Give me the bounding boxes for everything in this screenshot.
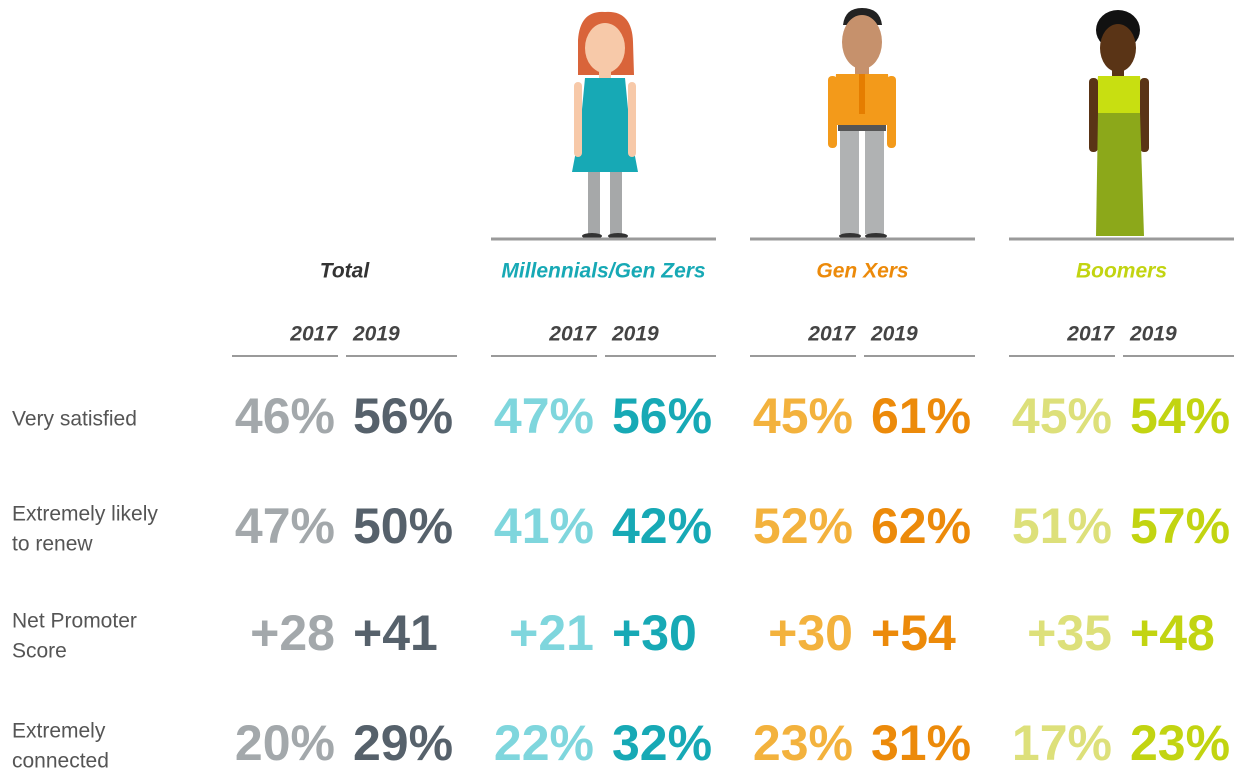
value-2017: 41%	[494, 498, 594, 554]
value-2017: +28	[250, 605, 335, 661]
row-label: Extremely likely	[12, 503, 158, 526]
figure-boomer	[1089, 10, 1149, 236]
value-2017: +35	[1027, 605, 1112, 661]
value-2019: 56%	[612, 388, 712, 444]
year-label: 2017	[289, 323, 338, 346]
value-2019: 29%	[353, 715, 453, 771]
value-2019: 42%	[612, 498, 712, 554]
value-2019: +30	[612, 605, 697, 661]
group-name: Millennials/Gen Zers	[501, 260, 705, 283]
value-2017: +21	[509, 605, 594, 661]
value-2017: 20%	[235, 715, 335, 771]
value-2017: 45%	[753, 388, 853, 444]
value-2019: 61%	[871, 388, 971, 444]
value-2019: 32%	[612, 715, 712, 771]
value-2019: 31%	[871, 715, 971, 771]
value-2017: 45%	[1012, 388, 1112, 444]
value-2017: 47%	[235, 498, 335, 554]
row-label: Net Promoter	[12, 610, 137, 633]
figure-genx	[828, 8, 896, 239]
row-label: Score	[12, 640, 67, 663]
value-2017: 51%	[1012, 498, 1112, 554]
value-2019: 23%	[1130, 715, 1230, 771]
figure-millennial	[572, 11, 638, 239]
year-label: 2019	[1129, 323, 1177, 346]
group-name: Total	[320, 260, 371, 283]
year-label: 2017	[807, 323, 856, 346]
value-2017: +30	[768, 605, 853, 661]
value-2019: +54	[871, 605, 956, 661]
year-label: 2019	[352, 323, 400, 346]
row-label: Very satisfied	[12, 408, 137, 431]
value-2017: 52%	[753, 498, 853, 554]
value-2019: 56%	[353, 388, 453, 444]
value-2019: 54%	[1130, 388, 1230, 444]
value-2019: 62%	[871, 498, 971, 554]
value-2017: 46%	[235, 388, 335, 444]
value-2019: +48	[1130, 605, 1215, 661]
value-2017: 47%	[494, 388, 594, 444]
value-2019: +41	[353, 605, 438, 661]
row-label: Extremely	[12, 720, 106, 743]
year-label: 2017	[548, 323, 597, 346]
value-2019: 50%	[353, 498, 453, 554]
year-label: 2019	[611, 323, 659, 346]
value-2017: 17%	[1012, 715, 1112, 771]
value-2017: 23%	[753, 715, 853, 771]
group-name: Gen Xers	[816, 260, 908, 283]
group-name: Boomers	[1076, 260, 1167, 283]
value-2019: 57%	[1130, 498, 1230, 554]
year-label: 2017	[1066, 323, 1115, 346]
value-2017: 22%	[494, 715, 594, 771]
year-label: 2019	[870, 323, 918, 346]
row-label: connected	[12, 750, 109, 772]
row-label: to renew	[12, 533, 93, 556]
